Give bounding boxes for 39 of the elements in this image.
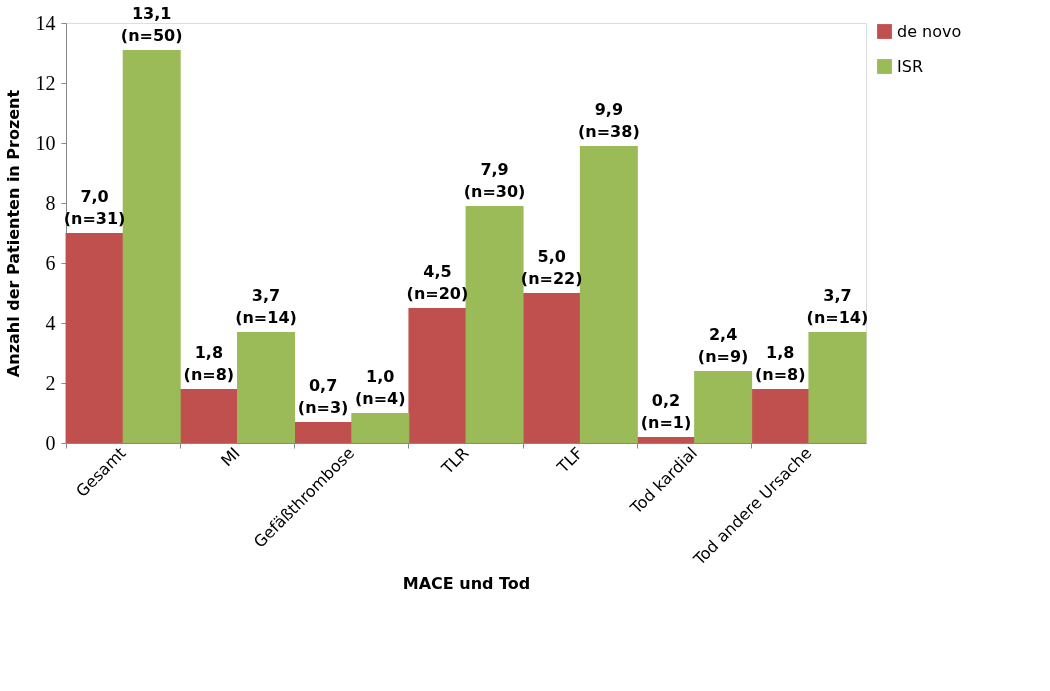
bar	[351, 413, 410, 443]
y-tick-label: 2	[45, 371, 56, 394]
y-tick-label: 14	[35, 11, 56, 34]
bar	[237, 332, 295, 443]
y-tick-label: 6	[45, 251, 56, 274]
bar	[637, 437, 695, 443]
bar	[122, 50, 181, 443]
data-label: 9,9 (n=38)	[578, 100, 640, 141]
x-tick-label: TLR	[437, 443, 473, 479]
y-tick-label: 4	[45, 311, 56, 334]
y-tick-label: 8	[45, 191, 56, 214]
legend-label: ISR	[897, 56, 923, 76]
bar	[65, 233, 124, 443]
bar	[751, 389, 810, 443]
x-tick-label: MI	[217, 443, 244, 470]
data-label: 3,7 (n=14)	[806, 286, 869, 327]
y-axis-title: Anzahl der Patienten in Prozent	[3, 89, 23, 378]
data-label: 1,0 (n=4)	[355, 367, 406, 408]
bar	[808, 332, 867, 443]
data-label: 0,7 (n=3)	[297, 376, 349, 417]
x-axis-title: MACE und Tod	[402, 574, 531, 594]
bar	[522, 293, 581, 443]
y-tick-label: 12	[35, 71, 56, 94]
data-label: 2,4 (n=9)	[697, 325, 749, 366]
bar	[694, 371, 753, 443]
data-label: 7,9 (n=30)	[463, 160, 526, 201]
data-label: 1,8 (n=8)	[183, 343, 235, 384]
bar	[294, 422, 353, 443]
x-tick-label: TLF	[552, 443, 587, 478]
y-tick-label: 0	[45, 431, 56, 454]
data-label: 3,7 (n=14)	[235, 286, 297, 327]
data-label: 0,2 (n=1)	[640, 391, 692, 432]
data-label: 1,8 (n=8)	[755, 343, 806, 384]
legend-label: de novo	[897, 21, 962, 41]
bar	[408, 308, 467, 443]
bar	[465, 206, 524, 443]
bar	[179, 389, 238, 443]
data-label: 13,1 (n=50)	[120, 4, 183, 45]
y-tick-label: 10	[35, 131, 56, 154]
